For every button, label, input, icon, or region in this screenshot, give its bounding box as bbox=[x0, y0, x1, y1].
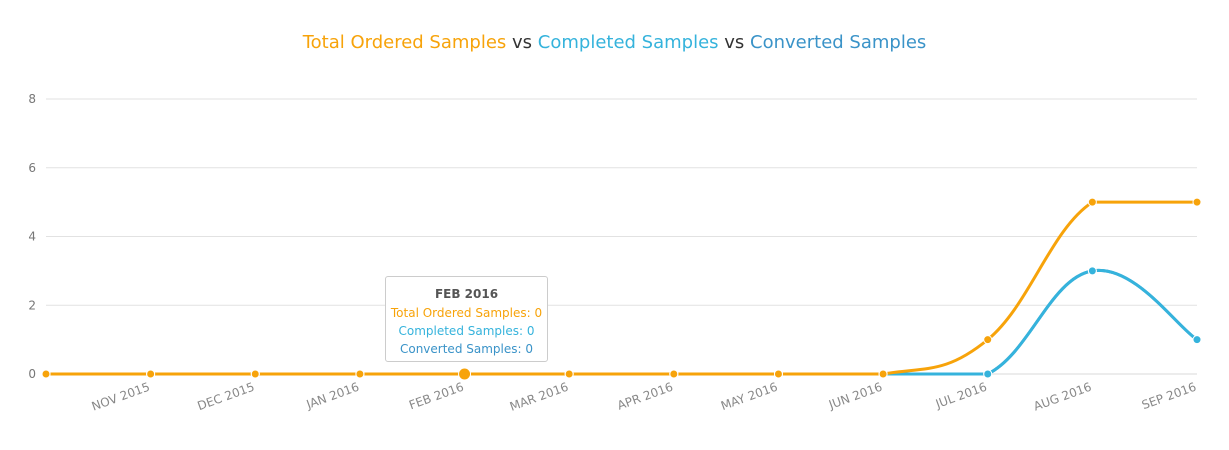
title-part-total: Total Ordered Samples bbox=[302, 32, 507, 53]
chart-tooltip: FEB 2016 Total Ordered Samples: 0 Comple… bbox=[385, 276, 548, 362]
series-line-2 bbox=[46, 269, 1198, 376]
y-tick-label: 0 bbox=[28, 367, 36, 381]
data-point bbox=[983, 335, 993, 345]
x-tick-label: FEB 2016 bbox=[407, 380, 465, 413]
data-point bbox=[1087, 197, 1097, 207]
data-point bbox=[41, 369, 51, 379]
x-tick-label: SEP 2016 bbox=[1140, 380, 1198, 413]
title-part-vs-2: vs bbox=[718, 32, 751, 53]
data-point bbox=[458, 367, 472, 381]
series-line-0 bbox=[46, 200, 1197, 376]
x-tick-label: MAY 2016 bbox=[719, 380, 780, 413]
title-part-vs-1: vs bbox=[506, 32, 538, 53]
data-point bbox=[773, 369, 783, 379]
x-tick-label: APR 2016 bbox=[615, 380, 674, 413]
tooltip-total-line: Total Ordered Samples: 0 bbox=[390, 306, 543, 320]
data-point bbox=[1087, 266, 1097, 276]
data-point bbox=[146, 369, 156, 379]
tooltip-title: FEB 2016 bbox=[434, 287, 499, 301]
x-tick-label: AUG 2016 bbox=[1032, 380, 1094, 414]
y-tick-label: 6 bbox=[28, 161, 36, 175]
x-tick-label: JUN 2016 bbox=[826, 380, 884, 413]
y-tick-label: 4 bbox=[28, 230, 36, 244]
x-tick-label: NOV 2015 bbox=[90, 380, 152, 414]
data-point bbox=[669, 369, 679, 379]
x-tick-label: JAN 2016 bbox=[304, 380, 361, 412]
x-tick-label: JUL 2016 bbox=[933, 380, 989, 412]
title-part-converted: Converted Samples bbox=[750, 32, 927, 53]
title-part-completed: Completed Samples bbox=[537, 32, 719, 53]
data-point bbox=[1192, 335, 1202, 345]
data-point bbox=[355, 369, 365, 379]
data-point bbox=[564, 369, 574, 379]
tooltip-converted-line: Converted Samples: 0 bbox=[399, 342, 533, 356]
tooltip-completed-line: Completed Samples: 0 bbox=[398, 324, 535, 338]
y-tick-label: 8 bbox=[28, 92, 36, 106]
data-point bbox=[1192, 197, 1202, 207]
chart-title: Total Ordered Samples vs Completed Sampl… bbox=[0, 32, 1229, 53]
data-point bbox=[878, 369, 888, 379]
y-tick-label: 2 bbox=[28, 298, 36, 312]
x-tick-label: MAR 2016 bbox=[508, 380, 570, 414]
x-tick-label: DEC 2015 bbox=[196, 380, 257, 414]
data-point bbox=[250, 369, 260, 379]
series-line-1 bbox=[46, 269, 1198, 376]
data-point bbox=[983, 369, 993, 379]
